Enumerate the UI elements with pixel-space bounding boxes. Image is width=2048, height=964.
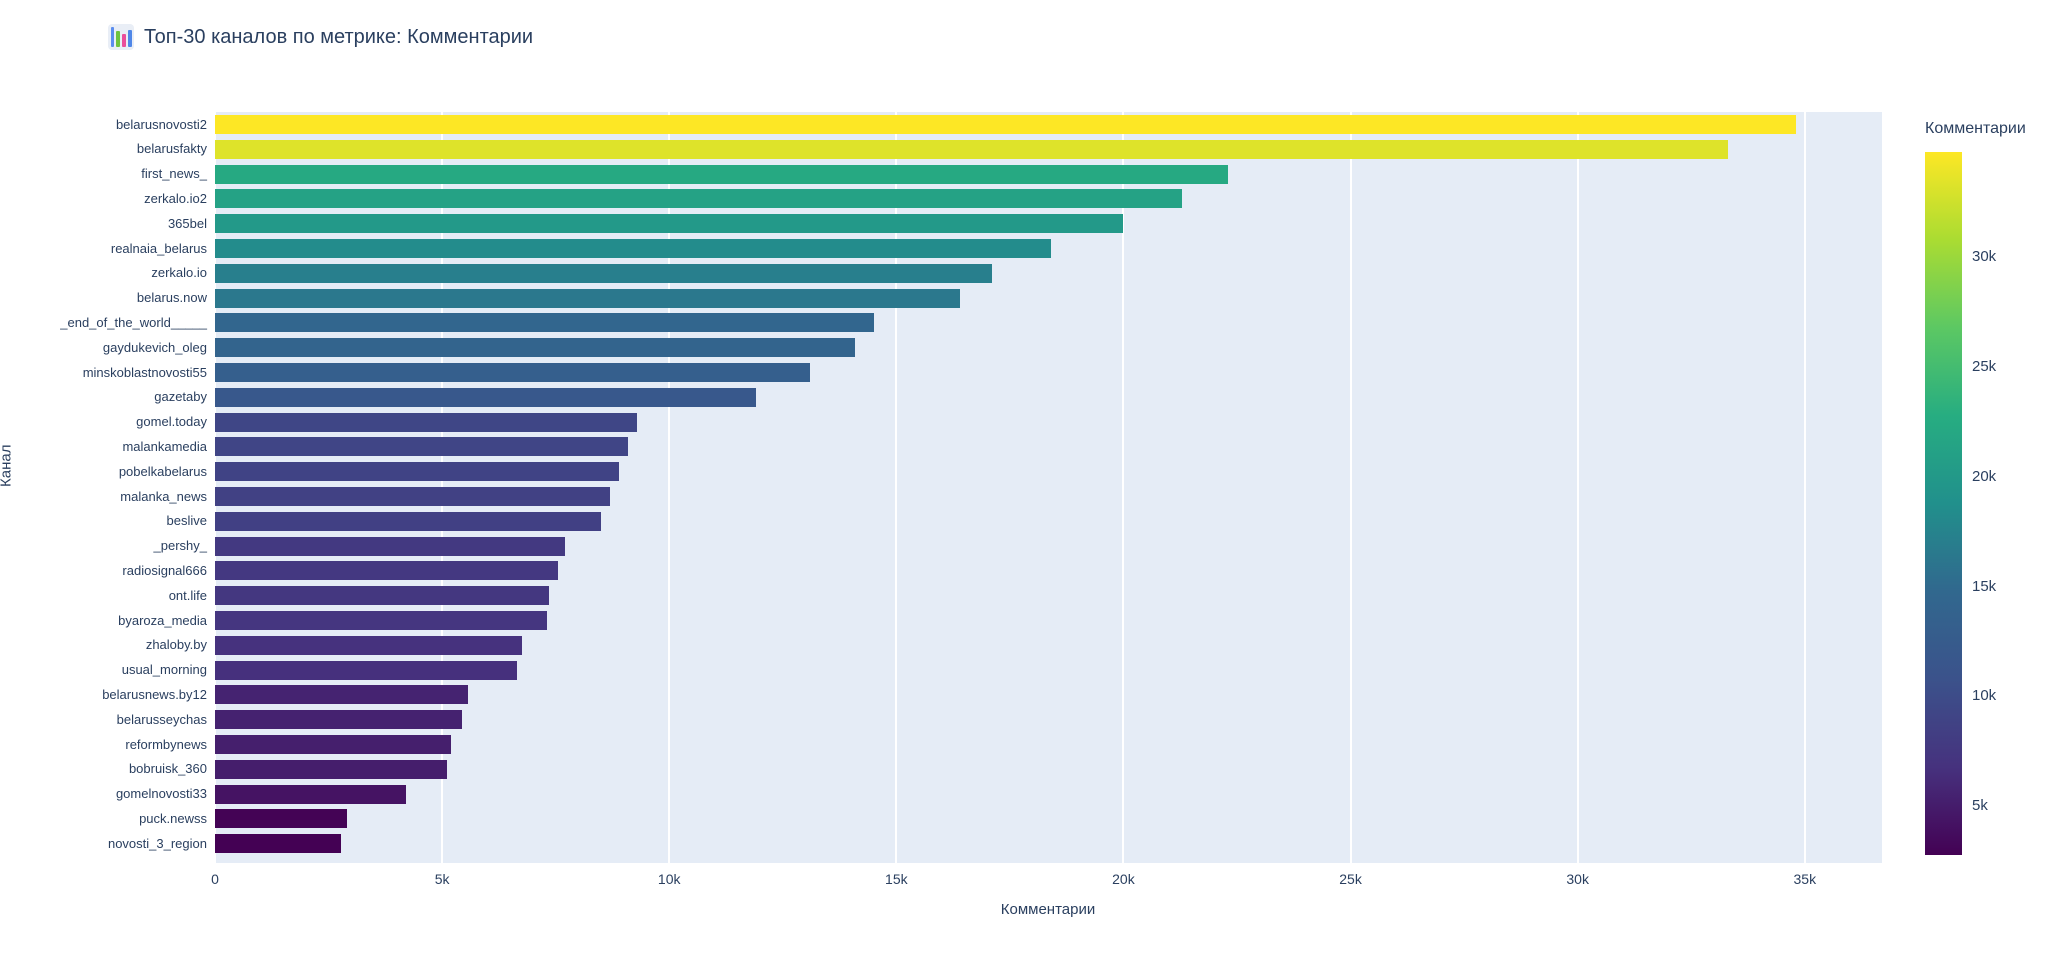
bar-zerkalo.io[interactable] bbox=[215, 263, 992, 283]
x-tick-label: 5k bbox=[434, 871, 450, 887]
bar-belarusnews.by12[interactable] bbox=[215, 685, 468, 705]
bar-malanka_news[interactable] bbox=[215, 487, 611, 506]
bar-belarusseychas[interactable] bbox=[215, 710, 463, 730]
x-tick-label: 15k bbox=[885, 871, 908, 887]
bar-reformbynews[interactable] bbox=[215, 735, 452, 754]
y-axis-label: zerkalo.io bbox=[151, 265, 207, 281]
y-axis-label: gazetaby bbox=[154, 389, 207, 405]
bar-gazetaby[interactable] bbox=[215, 387, 756, 407]
bar-novosti_3_region[interactable] bbox=[215, 834, 341, 854]
y-axis-label: zhaloby.by bbox=[145, 637, 207, 653]
y-axis-label: gomel.today bbox=[136, 414, 207, 430]
colorbar-tick-label: 25k bbox=[1972, 358, 1997, 376]
y-axis-label: belarusseychas bbox=[116, 711, 207, 727]
gridline bbox=[895, 112, 898, 863]
y-axis-label: pobelkabelarus bbox=[118, 463, 207, 479]
gridline bbox=[1803, 112, 1806, 863]
colorbar-tick-label: 10k bbox=[1972, 687, 1997, 705]
gridline bbox=[1349, 112, 1352, 863]
y-axis-label: gomelnovosti33 bbox=[115, 786, 207, 802]
x-tick-label: 35k bbox=[1793, 871, 1817, 887]
bar-bobruisk_360[interactable] bbox=[215, 759, 447, 779]
bar-ont.life[interactable] bbox=[215, 586, 549, 606]
y-axis-label: byaroza_media bbox=[118, 612, 207, 628]
bar-pobelkabelarus[interactable] bbox=[215, 462, 620, 482]
y-axis-label: realnaia_belarus bbox=[110, 240, 207, 256]
y-axis-label: ont.life bbox=[168, 587, 207, 603]
bar-malankamedia[interactable] bbox=[215, 437, 629, 457]
y-axis-label: 365bel bbox=[167, 215, 207, 231]
bar-belarusfakty[interactable] bbox=[215, 139, 1728, 159]
bar-radiosignal666[interactable] bbox=[215, 561, 558, 581]
y-axis-label: novosti_3_region bbox=[107, 835, 207, 851]
colorbar-title: Комментарии bbox=[1925, 120, 2026, 137]
plot-area[interactable] bbox=[214, 112, 1882, 863]
y-axis-label: belarus.now bbox=[136, 290, 207, 306]
colorbar-tick-label: 15k bbox=[1972, 577, 1997, 595]
colorbar-tick-label: 30k bbox=[1972, 248, 1997, 266]
y-axis-label: gaydukevich_oleg bbox=[102, 339, 207, 355]
y-axis-label: usual_morning bbox=[121, 662, 207, 678]
colorbar-tick-label: 20k bbox=[1972, 467, 1997, 485]
bar-first_news_[interactable] bbox=[215, 164, 1228, 184]
bar-_pershy_[interactable] bbox=[215, 536, 565, 556]
bar-beslive[interactable] bbox=[215, 511, 602, 531]
y-axis-label: malanka_news bbox=[120, 488, 207, 504]
y-axis-label: minskoblastnovosti55 bbox=[82, 364, 207, 380]
colorbar-gradient bbox=[1925, 152, 1962, 855]
y-axis-label: zerkalo.io2 bbox=[144, 190, 207, 206]
gridline bbox=[668, 112, 671, 863]
x-tick-label: 10k bbox=[657, 871, 681, 887]
bar-zerkalo.io2[interactable] bbox=[215, 189, 1183, 209]
bar-puck.newss[interactable] bbox=[215, 809, 347, 829]
chart-header: Топ-30 каналов по метрике: Комментарии bbox=[108, 24, 533, 50]
bar-gaydukevich_oleg[interactable] bbox=[215, 338, 856, 358]
y-axis-label: reformbynews bbox=[125, 736, 207, 752]
y-axis-label: beslive bbox=[166, 513, 207, 529]
y-axis-label: belarusfakty bbox=[136, 141, 207, 157]
colorbar-tick-label: 5k bbox=[1972, 797, 1988, 815]
y-axis-label: _end_of_the_world_____ bbox=[60, 314, 207, 330]
bar-gomelnovosti33[interactable] bbox=[215, 784, 406, 804]
bar-365bel[interactable] bbox=[215, 214, 1124, 234]
bar-usual_morning[interactable] bbox=[215, 660, 518, 680]
bar-zhaloby.by[interactable] bbox=[215, 635, 522, 655]
bar-minskoblastnovosti55[interactable] bbox=[215, 363, 811, 382]
x-tick-label: 0 bbox=[211, 871, 219, 887]
bar-realnaia_belarus[interactable] bbox=[215, 239, 1051, 258]
chart-title: Топ-30 каналов по метрике: Комментарии bbox=[144, 25, 534, 48]
x-tick-label: 25k bbox=[1339, 871, 1362, 887]
bar-byaroza_media[interactable] bbox=[215, 611, 547, 630]
gridline bbox=[1122, 112, 1125, 863]
x-axis-title: Комментарии bbox=[1000, 901, 1096, 918]
bar-_end_of_the_world_____[interactable] bbox=[215, 313, 874, 333]
bar-chart-icon bbox=[108, 24, 134, 50]
gridline bbox=[1576, 112, 1579, 863]
y-axis-label: malankamedia bbox=[122, 438, 207, 454]
y-axis-label: belarusnovosti2 bbox=[115, 116, 207, 132]
x-tick-label: 20k bbox=[1112, 871, 1135, 887]
x-tick-label: 30k bbox=[1566, 871, 1589, 887]
y-axis-label: bobruisk_360 bbox=[128, 761, 207, 777]
y-axis-label: radiosignal666 bbox=[122, 562, 207, 578]
y-axis-label: _pershy_ bbox=[153, 538, 207, 554]
bar-belarus.now[interactable] bbox=[215, 288, 960, 308]
y-axis-label: puck.newss bbox=[139, 810, 207, 826]
y-axis-label: first_news_ bbox=[141, 166, 207, 182]
y-axis-label: belarusnews.by12 bbox=[102, 686, 207, 702]
bar-belarusnovosti2[interactable] bbox=[215, 115, 1796, 134]
bar-gomel.today[interactable] bbox=[215, 412, 638, 432]
